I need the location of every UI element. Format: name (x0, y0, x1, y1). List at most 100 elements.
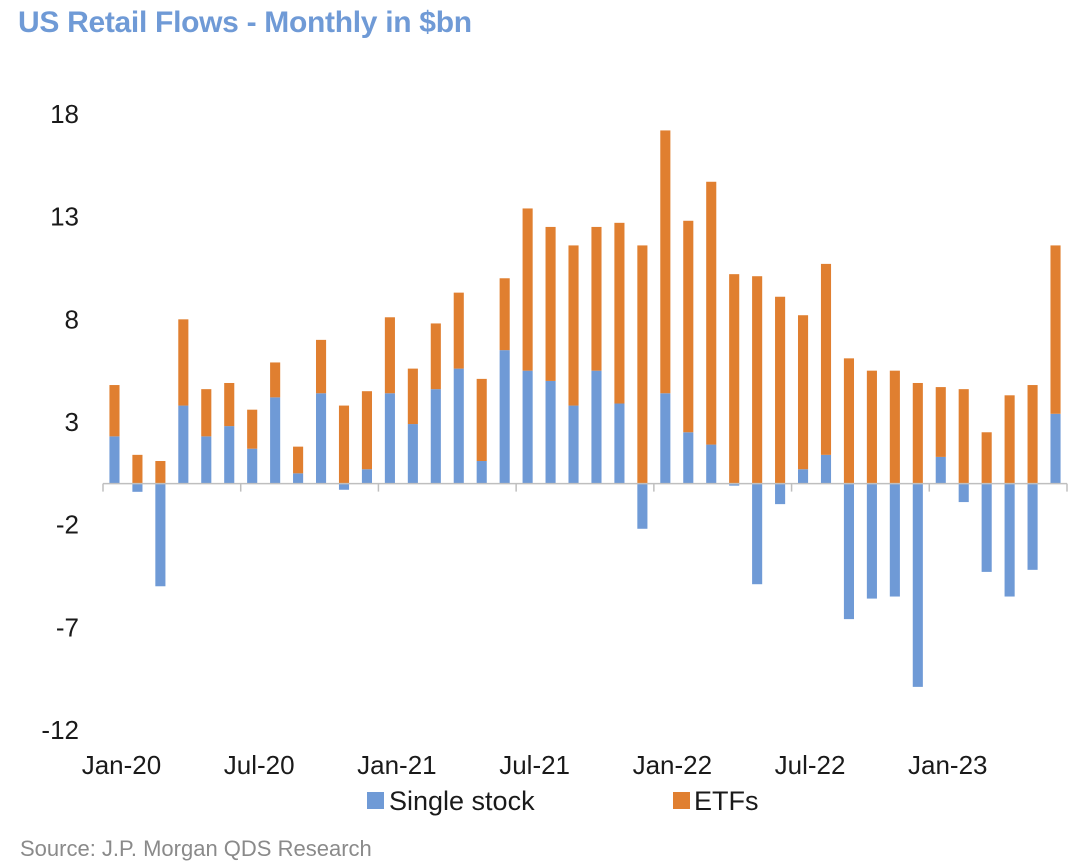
bar-single-stock (981, 483, 992, 572)
bar-etfs (1027, 385, 1038, 484)
bar-etfs (132, 454, 143, 484)
bar-etfs (820, 263, 832, 455)
bar-single-stock (224, 426, 235, 484)
bar-etfs (384, 317, 395, 394)
bar-etfs (522, 208, 533, 371)
bar-single-stock (499, 350, 510, 484)
x-tick-label: Jul-20 (224, 750, 295, 780)
bar-single-stock (1004, 483, 1015, 597)
y-tick-label: -2 (56, 510, 79, 540)
bar-single-stock (729, 483, 740, 486)
bar-single-stock (545, 380, 556, 484)
y-tick-label: 8 (65, 304, 79, 334)
y-axis-ticks: 18 13 8 3 -2 -7 -12 (41, 99, 79, 745)
bar-single-stock (797, 469, 809, 484)
bar-etfs (568, 245, 579, 406)
x-tick-label: Jan-23 (908, 750, 988, 780)
bar-etfs (591, 226, 602, 371)
bar-etfs (1004, 395, 1015, 484)
bar-etfs (315, 339, 327, 394)
bar-etfs (981, 432, 992, 484)
bar-etfs (889, 370, 900, 484)
y-tick-label: 3 (65, 407, 79, 437)
bar-etfs (683, 220, 694, 433)
x-tick-label: Jan-21 (357, 750, 437, 780)
bar-etfs (109, 385, 120, 437)
bar-etfs (545, 226, 556, 381)
legend-swatch-single-stock (367, 792, 384, 809)
bar-single-stock (315, 393, 327, 484)
bar-etfs (361, 391, 373, 470)
legend-label-single-stock: Single stock (389, 786, 535, 816)
bar-single-stock (889, 483, 900, 597)
x-tick-label: Jan-22 (633, 750, 713, 780)
bar-etfs (1050, 245, 1061, 414)
bar-etfs (293, 446, 304, 474)
source-note: Source: J.P. Morgan QDS Research (20, 836, 372, 861)
bar-single-stock (293, 473, 304, 484)
bars-layer (109, 130, 1061, 687)
bar-etfs (201, 389, 212, 437)
bar-single-stock (522, 370, 533, 484)
y-tick-label: 18 (50, 99, 79, 129)
bar-etfs (499, 278, 510, 351)
bar-single-stock (591, 370, 602, 484)
bar-single-stock (775, 483, 786, 505)
bar-single-stock (430, 389, 441, 484)
legend-label-etfs: ETFs (694, 786, 759, 816)
bar-single-stock (201, 436, 212, 484)
y-tick-label: -7 (56, 612, 79, 642)
bar-etfs (706, 181, 717, 445)
bar-single-stock (247, 448, 258, 484)
bar-etfs (155, 461, 166, 484)
bar-single-stock (958, 483, 969, 503)
x-tick-label: Jul-21 (499, 750, 570, 780)
bar-etfs (407, 368, 418, 425)
legend-swatch-etfs (673, 792, 690, 809)
bar-etfs (843, 358, 855, 484)
bar-single-stock (820, 454, 832, 484)
bar-single-stock (178, 405, 189, 484)
bar-single-stock (637, 483, 648, 529)
bar-etfs (430, 323, 441, 390)
bar-single-stock (843, 483, 855, 620)
bar-etfs (614, 222, 625, 404)
bar-single-stock (866, 483, 877, 599)
bar-single-stock (270, 397, 281, 484)
x-axis-ticks: Jan-20 Jul-20 Jan-21 Jul-21 Jan-22 Jul-22 Jan-… (82, 483, 1068, 780)
y-tick-label: 13 (50, 202, 79, 232)
bar-etfs (637, 245, 648, 484)
x-tick-label: Jan-20 (82, 750, 162, 780)
bar-single-stock (453, 368, 464, 484)
bar-single-stock (706, 444, 717, 484)
bar-single-stock (476, 461, 487, 484)
bar-single-stock (384, 393, 395, 484)
bar-etfs (935, 387, 946, 457)
bar-single-stock (361, 469, 373, 484)
bar-single-stock (614, 403, 625, 484)
bar-etfs (660, 130, 671, 394)
y-tick-label: -12 (41, 715, 79, 745)
bar-etfs (476, 378, 487, 462)
bar-single-stock (568, 405, 579, 484)
bar-single-stock (752, 483, 763, 585)
bar-single-stock (660, 393, 671, 484)
bar-single-stock (155, 483, 166, 587)
bar-etfs (729, 274, 740, 484)
bar-single-stock (109, 436, 120, 484)
chart-title: US Retail Flows - Monthly in $bn (18, 6, 472, 39)
bar-etfs (453, 292, 464, 369)
legend: Single stock ETFs (367, 786, 759, 816)
bar-single-stock (935, 456, 946, 484)
bar-etfs (912, 382, 923, 484)
bar-etfs (247, 409, 258, 449)
bar-etfs (866, 370, 877, 484)
bar-single-stock (1027, 483, 1038, 570)
bar-etfs (775, 296, 786, 484)
bar-single-stock (912, 483, 923, 687)
bar-etfs (338, 405, 350, 484)
bar-etfs (797, 315, 809, 470)
bar-etfs (752, 276, 763, 484)
bar-single-stock (683, 432, 694, 484)
